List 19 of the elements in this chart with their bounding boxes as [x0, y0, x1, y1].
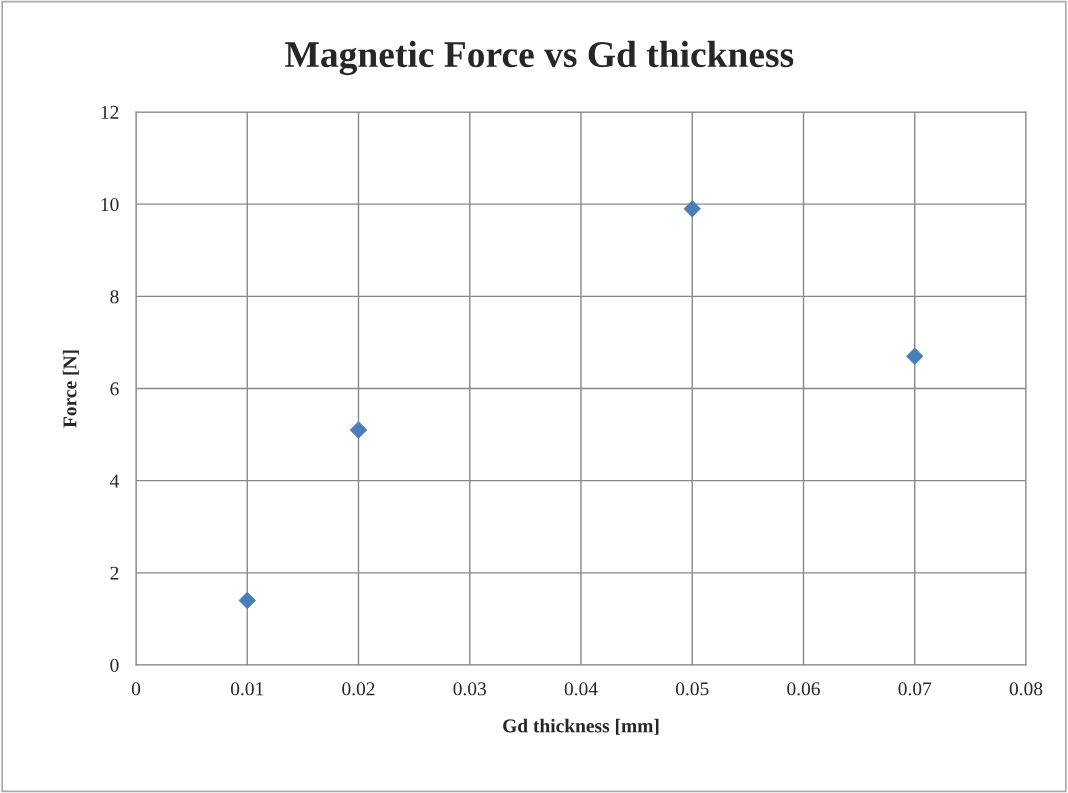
y-axis-title: Force [N]: [62, 350, 79, 428]
y-tick-label: 4: [109, 474, 120, 488]
y-tick-label: 12: [101, 105, 119, 119]
x-tick-label: 0.04: [564, 682, 598, 696]
x-tick-label: 0.08: [1009, 682, 1043, 696]
y-tick-label: 0: [110, 658, 119, 672]
x-tick-label: 0.05: [675, 682, 709, 696]
y-tick-label: 10: [101, 197, 119, 212]
x-tick-label: 0.03: [453, 682, 486, 696]
x-axis-title: Gd thickness [mm]: [503, 718, 659, 735]
chart-title: Magnetic Force vs Gd thickness: [285, 40, 794, 76]
x-tick-label: 0.07: [898, 682, 932, 696]
x-tick-label: 0.06: [787, 682, 820, 696]
y-tick-label: 2: [110, 566, 119, 580]
x-tick-label: 0.01: [230, 682, 264, 696]
y-tick-label: 8: [110, 290, 119, 304]
y-tick-label: 6: [110, 382, 119, 396]
x-tick-label: 0: [131, 682, 141, 696]
x-tick-label: 0.02: [342, 682, 375, 696]
